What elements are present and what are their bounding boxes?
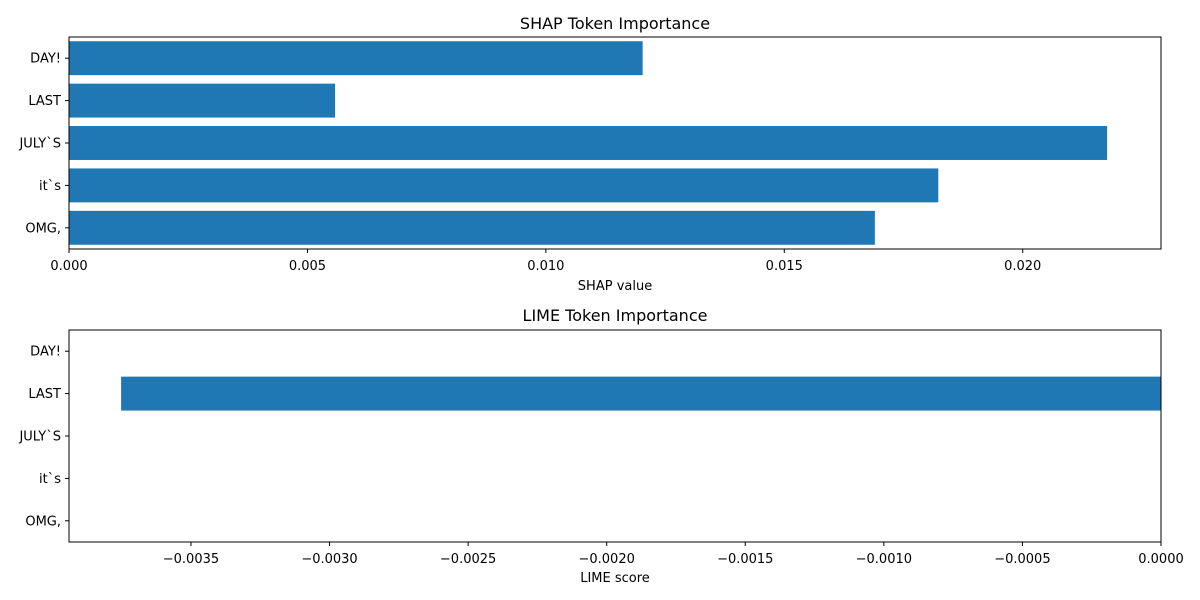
shap-bar-2 <box>69 126 1108 160</box>
lime-bar-3 <box>121 376 1161 411</box>
lime-xtick-label-5: −0.0010 <box>856 552 912 567</box>
lime-x-axis-label: LIME score <box>580 571 650 586</box>
lime-xtick-label-3: −0.0020 <box>578 552 634 567</box>
lime-ytick-label-3: LAST <box>28 387 61 402</box>
shap-ytick-label-1: it`s <box>39 179 61 194</box>
shap-xtick-label-3: 0.015 <box>766 259 803 274</box>
lime-xtick-label-4: −0.0015 <box>717 552 773 567</box>
shap-bar-3 <box>69 83 336 118</box>
lime-xtick-label-0: −0.0035 <box>163 552 219 567</box>
shap-ytick-label-3: LAST <box>28 94 61 109</box>
shap-xtick-label-2: 0.010 <box>527 259 564 274</box>
shap-xtick-label-1: 0.005 <box>289 259 326 274</box>
lime-ytick-label-4: DAY! <box>30 345 61 360</box>
shap-chart-title: SHAP Token Importance <box>520 14 710 33</box>
lime-ytick-label-0: OMG, <box>25 514 61 529</box>
shap-ytick-label-0: OMG, <box>25 221 61 236</box>
lime-ytick-label-2: JULY`S <box>18 430 61 445</box>
shap-ytick-label-2: JULY`S <box>18 137 61 152</box>
lime-xtick-label-7: 0.0000 <box>1138 552 1184 567</box>
lime-ytick-label-1: it`s <box>39 472 61 487</box>
shap-xtick-label-4: 0.020 <box>1004 259 1041 274</box>
shap-ytick-label-4: DAY! <box>30 52 61 67</box>
lime-chart-title: LIME Token Importance <box>523 306 708 325</box>
shap-bar-0 <box>69 210 875 245</box>
shap-chart: SHAP Token Importance OMG, it`s JULY`S LAST D… <box>18 14 1162 294</box>
shap-x-axis-label: SHAP value <box>578 279 652 294</box>
lime-xtick-label-1: −0.0030 <box>301 552 357 567</box>
lime-xtick-label-2: −0.0025 <box>440 552 496 567</box>
lime-chart: LIME Token Importance OMG, it`s JULY`S LAST D… <box>18 306 1183 586</box>
shap-xtick-label-0: 0.000 <box>50 259 87 274</box>
shap-bar-1 <box>69 168 939 203</box>
shap-bar-4 <box>69 41 643 76</box>
lime-plot-frame <box>68 329 1162 543</box>
lime-xtick-label-6: −0.0005 <box>994 552 1050 567</box>
